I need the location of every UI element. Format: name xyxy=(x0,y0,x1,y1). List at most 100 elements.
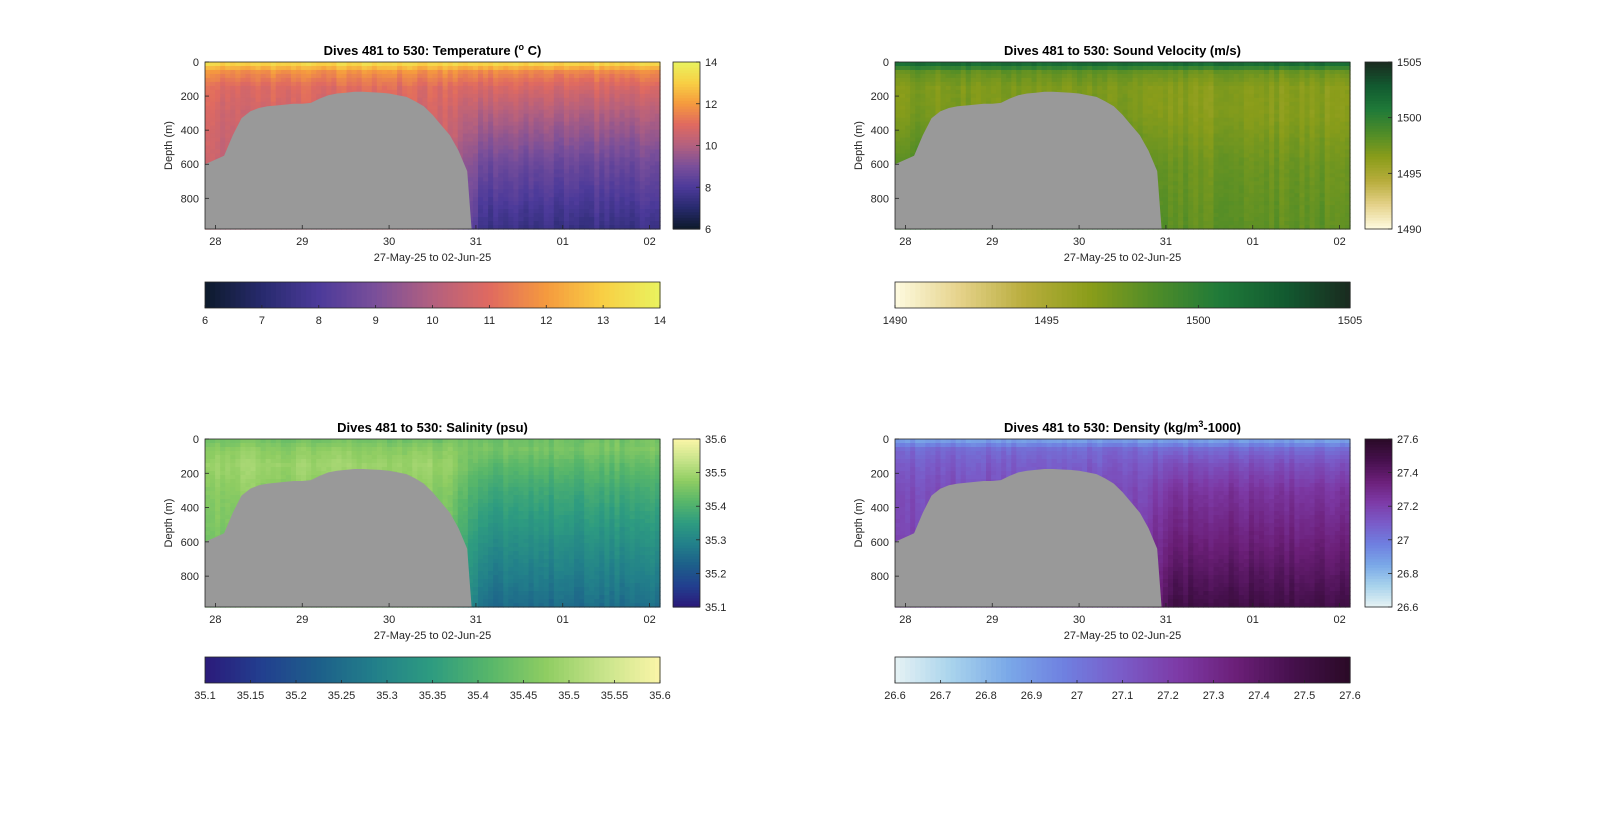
heatmap-cell xyxy=(250,77,257,83)
heatmap-cell xyxy=(528,217,535,222)
heatmap-cell xyxy=(634,73,641,79)
heatmap-cell xyxy=(447,133,454,139)
heatmap-cell xyxy=(604,189,611,194)
heatmap-cell xyxy=(634,161,641,166)
heatmap-cell xyxy=(361,81,368,87)
heatmap-cell xyxy=(387,73,393,79)
heatmap-cell xyxy=(563,197,570,202)
colorbar-segment xyxy=(508,282,514,308)
heatmap-cell xyxy=(417,93,423,99)
heatmap-cell xyxy=(467,69,474,75)
heatmap-cell xyxy=(649,201,656,206)
heatmap-cell xyxy=(569,173,575,178)
heatmap-cell xyxy=(614,205,621,210)
x-tick-label: 30 xyxy=(383,236,395,248)
heatmap-cell xyxy=(225,141,231,147)
heatmap-cell xyxy=(442,89,449,95)
heatmap-cell xyxy=(316,65,322,71)
heatmap-cell xyxy=(341,62,348,67)
heatmap-cell xyxy=(624,213,631,218)
heatmap-cell xyxy=(589,93,595,99)
heatmap-cell xyxy=(589,133,595,139)
heatmap-cell xyxy=(493,209,499,214)
heatmap-cell xyxy=(970,89,977,95)
heatmap-cell xyxy=(220,121,226,127)
heatmap-cell xyxy=(574,225,580,230)
heatmap-cell xyxy=(589,221,595,226)
heatmap-cell xyxy=(533,93,540,99)
heatmap-cell xyxy=(634,62,641,67)
heatmap-cell xyxy=(220,65,226,71)
heatmap-cell xyxy=(1006,93,1012,99)
heatmap-cell xyxy=(563,217,570,222)
heatmap-cell xyxy=(895,113,901,119)
heatmap-cell xyxy=(467,129,474,135)
colorbar-segment xyxy=(205,282,211,308)
heatmap-cell xyxy=(452,69,459,75)
heatmap-cell xyxy=(417,65,423,71)
heatmap-cell xyxy=(935,77,942,83)
heatmap-cell xyxy=(498,221,504,226)
heatmap-cell xyxy=(215,65,221,71)
heatmap-cell xyxy=(569,117,575,123)
heatmap-cell xyxy=(381,81,388,87)
colorbar-segment xyxy=(306,282,312,308)
heatmap-cell xyxy=(306,73,312,79)
heatmap-cell xyxy=(654,93,661,99)
heatmap-cell xyxy=(508,153,514,159)
heatmap-cell xyxy=(225,113,231,119)
heatmap-cell xyxy=(533,209,540,214)
heatmap-cell xyxy=(392,85,398,91)
colorbar-tick-label: 7 xyxy=(259,315,265,327)
heatmap-cell xyxy=(589,193,595,198)
heatmap-cell xyxy=(629,137,636,143)
heatmap-cell xyxy=(523,169,530,174)
heatmap-cell xyxy=(955,65,962,71)
heatmap-cell xyxy=(483,93,489,99)
colorbar-segment xyxy=(673,153,700,158)
heatmap-cell xyxy=(619,189,626,194)
heatmap-cell xyxy=(488,117,494,123)
heatmap-cell xyxy=(548,161,555,166)
heatmap-cell xyxy=(639,117,646,123)
heatmap-cell xyxy=(558,205,565,210)
heatmap-cell xyxy=(493,205,499,210)
heatmap-cell xyxy=(599,193,605,198)
heatmap-cell xyxy=(624,145,631,151)
heatmap-cell xyxy=(639,65,646,71)
heatmap-cell xyxy=(940,93,947,99)
heatmap-cell xyxy=(639,97,646,103)
heatmap-cell xyxy=(462,85,469,91)
heatmap-cell xyxy=(548,121,555,127)
heatmap-cell xyxy=(513,217,520,222)
heatmap-cell xyxy=(991,69,997,75)
heatmap-cell xyxy=(634,109,641,115)
heatmap-cell xyxy=(306,62,312,67)
heatmap-cell xyxy=(574,101,580,107)
heatmap-cell xyxy=(654,169,661,174)
heatmap-cell xyxy=(265,97,272,103)
heatmap-cell xyxy=(488,197,494,202)
heatmap-cell xyxy=(518,217,525,222)
heatmap-cell xyxy=(634,217,641,222)
heatmap-cell xyxy=(437,121,444,127)
heatmap-cell xyxy=(523,117,530,123)
heatmap-cell xyxy=(609,129,616,135)
heatmap-cell xyxy=(644,97,651,103)
heatmap-cell xyxy=(472,209,479,214)
heatmap-cell xyxy=(397,62,403,67)
heatmap-cell xyxy=(513,225,520,230)
heatmap-cell xyxy=(508,205,514,210)
heatmap-cell xyxy=(285,65,292,71)
heatmap-cell xyxy=(599,213,605,218)
colorbar-segment xyxy=(673,92,700,96)
heatmap-cell xyxy=(280,62,287,67)
colorbar-segment xyxy=(265,282,272,308)
heatmap-cell xyxy=(462,113,469,119)
heatmap-cell xyxy=(407,69,413,75)
heatmap-cell xyxy=(205,97,211,103)
heatmap-cell xyxy=(634,121,641,127)
heatmap-cell xyxy=(930,97,937,103)
colorbar-segment xyxy=(673,215,700,219)
heatmap-cell xyxy=(619,213,626,218)
